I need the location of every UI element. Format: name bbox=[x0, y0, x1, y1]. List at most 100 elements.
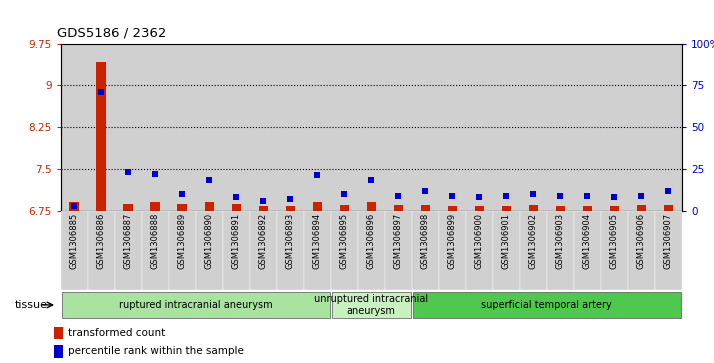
Bar bbox=[141, 44, 169, 211]
Point bbox=[203, 178, 215, 183]
Bar bbox=[637, 205, 646, 211]
Bar bbox=[448, 206, 457, 211]
Bar bbox=[574, 44, 601, 211]
Point bbox=[285, 196, 296, 202]
Bar bbox=[196, 44, 223, 211]
Point bbox=[231, 194, 242, 200]
Bar bbox=[520, 211, 547, 290]
Point bbox=[663, 188, 674, 193]
Text: GSM1306887: GSM1306887 bbox=[124, 213, 133, 269]
Point bbox=[338, 191, 350, 197]
Bar bbox=[204, 202, 214, 211]
Text: GDS5186 / 2362: GDS5186 / 2362 bbox=[57, 27, 166, 40]
Text: GSM1306906: GSM1306906 bbox=[637, 213, 646, 269]
Bar bbox=[331, 44, 358, 211]
Text: GSM1306894: GSM1306894 bbox=[313, 213, 322, 269]
FancyBboxPatch shape bbox=[413, 292, 681, 318]
Point bbox=[393, 193, 404, 199]
Text: tissue: tissue bbox=[14, 300, 47, 310]
Point bbox=[501, 193, 512, 199]
FancyBboxPatch shape bbox=[61, 292, 330, 318]
Point bbox=[420, 188, 431, 193]
Text: GSM1306899: GSM1306899 bbox=[448, 213, 457, 269]
Bar bbox=[169, 44, 196, 211]
Text: GSM1306893: GSM1306893 bbox=[286, 213, 295, 269]
Bar bbox=[547, 211, 574, 290]
Point bbox=[123, 169, 134, 175]
Text: ruptured intracranial aneurysm: ruptured intracranial aneurysm bbox=[119, 300, 273, 310]
Text: GSM1306888: GSM1306888 bbox=[151, 213, 160, 269]
Bar bbox=[358, 44, 385, 211]
Bar bbox=[610, 206, 619, 211]
Bar bbox=[493, 211, 520, 290]
Point bbox=[635, 193, 647, 199]
Bar bbox=[393, 205, 403, 211]
Bar bbox=[88, 44, 115, 211]
Text: GSM1306907: GSM1306907 bbox=[664, 213, 673, 269]
Bar bbox=[61, 44, 88, 211]
Text: GSM1306891: GSM1306891 bbox=[232, 213, 241, 269]
Point bbox=[311, 172, 323, 178]
Bar bbox=[385, 211, 412, 290]
Bar bbox=[88, 211, 115, 290]
Bar bbox=[628, 211, 655, 290]
Text: transformed count: transformed count bbox=[68, 328, 165, 338]
Bar bbox=[601, 211, 628, 290]
Bar bbox=[520, 44, 547, 211]
Text: GSM1306900: GSM1306900 bbox=[475, 213, 484, 269]
Bar bbox=[385, 44, 412, 211]
Bar bbox=[340, 205, 349, 211]
Text: GSM1306889: GSM1306889 bbox=[178, 213, 187, 269]
Bar bbox=[69, 202, 79, 211]
Bar bbox=[502, 206, 511, 211]
Bar bbox=[223, 211, 250, 290]
Bar bbox=[421, 205, 430, 211]
Bar bbox=[258, 206, 268, 211]
Bar bbox=[196, 211, 223, 290]
Bar bbox=[574, 211, 601, 290]
Bar bbox=[115, 44, 141, 211]
Bar bbox=[493, 44, 520, 211]
Bar bbox=[231, 204, 241, 211]
Text: superficial temporal artery: superficial temporal artery bbox=[481, 300, 612, 310]
Text: GSM1306901: GSM1306901 bbox=[502, 213, 511, 269]
Bar bbox=[277, 44, 303, 211]
Text: GSM1306886: GSM1306886 bbox=[96, 213, 106, 269]
Bar bbox=[466, 211, 493, 290]
Point bbox=[176, 191, 188, 197]
Point bbox=[555, 193, 566, 199]
Text: GSM1306892: GSM1306892 bbox=[258, 213, 268, 269]
Point bbox=[69, 203, 80, 208]
Point bbox=[149, 171, 161, 177]
Bar bbox=[583, 206, 592, 211]
Bar bbox=[601, 44, 628, 211]
Point bbox=[582, 193, 593, 199]
Text: percentile rank within the sample: percentile rank within the sample bbox=[68, 346, 243, 356]
Text: GSM1306895: GSM1306895 bbox=[340, 213, 348, 269]
Bar bbox=[528, 205, 538, 211]
Bar bbox=[250, 211, 277, 290]
FancyBboxPatch shape bbox=[331, 292, 411, 318]
Bar bbox=[412, 211, 439, 290]
Text: GSM1306897: GSM1306897 bbox=[394, 213, 403, 269]
Bar bbox=[331, 211, 358, 290]
Bar bbox=[655, 44, 682, 211]
Text: GSM1306898: GSM1306898 bbox=[421, 213, 430, 269]
Bar bbox=[223, 44, 250, 211]
Bar bbox=[96, 62, 106, 211]
Bar bbox=[628, 44, 655, 211]
Bar bbox=[250, 44, 277, 211]
Text: GSM1306890: GSM1306890 bbox=[205, 213, 213, 269]
Bar bbox=[124, 204, 133, 211]
Point bbox=[96, 89, 107, 95]
Bar bbox=[655, 211, 682, 290]
Text: GSM1306904: GSM1306904 bbox=[583, 213, 592, 269]
Bar bbox=[151, 202, 160, 211]
Bar bbox=[547, 44, 574, 211]
Bar bbox=[277, 211, 303, 290]
Bar bbox=[303, 211, 331, 290]
Bar bbox=[412, 44, 439, 211]
Point bbox=[608, 194, 620, 200]
Point bbox=[258, 197, 269, 203]
Text: GSM1306896: GSM1306896 bbox=[367, 213, 376, 269]
